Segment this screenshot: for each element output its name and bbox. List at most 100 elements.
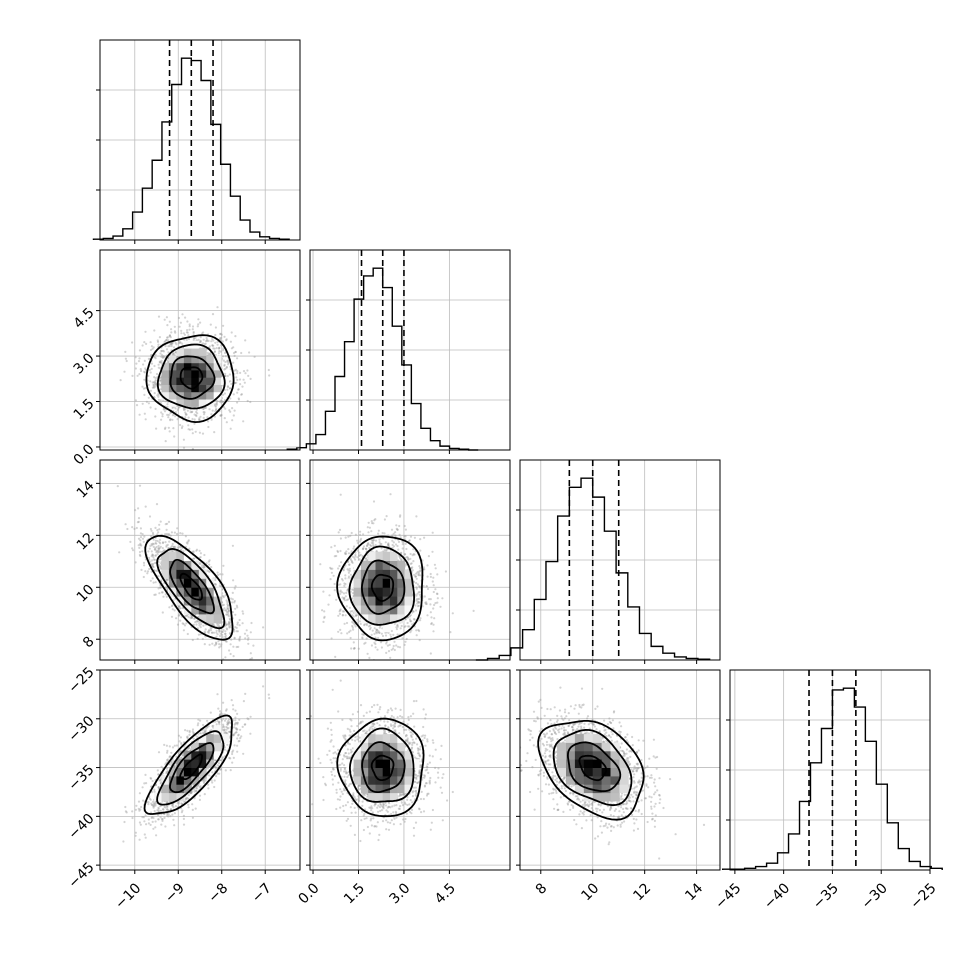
sample-point [345, 591, 348, 595]
sample-point [184, 316, 187, 319]
sample-point [244, 339, 247, 342]
sample-point [137, 360, 141, 363]
sample-point [150, 529, 153, 532]
sample-point [224, 374, 227, 377]
sample-point [179, 321, 182, 324]
sample-point [160, 359, 163, 362]
density-panel-0-1: 0.01.53.04.5 [71, 249, 301, 468]
sample-point [158, 538, 162, 542]
sample-point [381, 531, 384, 535]
sample-point [154, 581, 157, 584]
sample-point [395, 626, 398, 629]
sample-point [185, 338, 188, 342]
sample-point [178, 605, 181, 608]
sample-point [139, 554, 142, 558]
sample-point [137, 517, 141, 520]
sample-point [356, 539, 359, 542]
sample-point [152, 562, 155, 565]
sample-point [197, 323, 200, 326]
sample-point [222, 664, 224, 666]
sample-point [138, 349, 141, 352]
sample-point [140, 544, 143, 547]
y-tick-label: 4.5 [71, 305, 98, 332]
x-tick-label: −25 [907, 880, 939, 912]
sample-point [196, 325, 199, 328]
sample-point [391, 534, 394, 537]
sample-point [218, 630, 221, 633]
sample-point [143, 535, 146, 538]
sample-point [168, 430, 171, 433]
sample-point [154, 415, 157, 418]
sample-point [339, 628, 342, 632]
density-cell [176, 596, 185, 606]
sample-point [158, 592, 161, 595]
sample-point [433, 563, 436, 566]
sample-point [339, 493, 342, 496]
sample-point [138, 413, 141, 416]
sample-point [238, 624, 241, 627]
sample-point [371, 540, 374, 543]
sample-point [414, 575, 417, 578]
sample-point [212, 347, 215, 350]
sample-point [154, 548, 157, 551]
sample-point [223, 335, 226, 338]
sample-point [339, 583, 342, 586]
sample-point [242, 662, 244, 664]
density-cell [206, 596, 215, 606]
sample-point [185, 614, 188, 617]
sample-point [233, 628, 236, 631]
density-cell [213, 384, 222, 393]
sample-point [186, 542, 189, 545]
sample-point [178, 325, 181, 328]
sample-point [372, 500, 376, 503]
sample-point [367, 531, 370, 534]
density-cell [191, 377, 200, 385]
sample-point [222, 603, 225, 607]
sample-point [227, 607, 230, 610]
sample-point [235, 381, 238, 384]
sample-point [229, 397, 232, 400]
sample-point [152, 381, 155, 384]
sample-point [219, 632, 222, 635]
sample-point [187, 424, 190, 427]
sample-point [203, 643, 206, 646]
sample-point [164, 533, 167, 536]
sample-point [417, 601, 420, 604]
sample-point [219, 585, 222, 588]
sample-point [412, 560, 415, 563]
sample-point [171, 608, 174, 611]
sample-point [116, 485, 119, 488]
sample-point [352, 615, 355, 618]
sample-point [423, 595, 426, 598]
sample-point [202, 416, 205, 419]
y-tick-label: 14 [74, 478, 98, 502]
sample-point [226, 601, 229, 604]
sample-point [154, 382, 157, 385]
sample-point [353, 647, 356, 650]
sample-point [160, 355, 163, 358]
sample-point [339, 589, 342, 592]
sample-point [167, 413, 170, 417]
density-cell [198, 399, 207, 407]
sample-point [164, 345, 167, 348]
sample-point [203, 343, 206, 346]
sample-point [344, 552, 347, 556]
sample-point [203, 566, 206, 569]
density-cell [183, 399, 192, 407]
density-cell [191, 587, 200, 597]
sample-point [378, 541, 381, 544]
sample-point [157, 548, 160, 552]
sample-point [157, 575, 160, 578]
sample-point [153, 329, 156, 332]
sample-point [151, 347, 154, 350]
sample-point [166, 359, 169, 362]
sample-point [179, 548, 182, 551]
sample-point [149, 348, 153, 352]
sample-point [167, 520, 171, 524]
sample-point [154, 380, 157, 383]
sample-point [183, 624, 187, 627]
sample-point [414, 609, 418, 612]
sample-point [441, 597, 444, 600]
sample-point [192, 338, 195, 342]
sample-point [136, 374, 139, 377]
